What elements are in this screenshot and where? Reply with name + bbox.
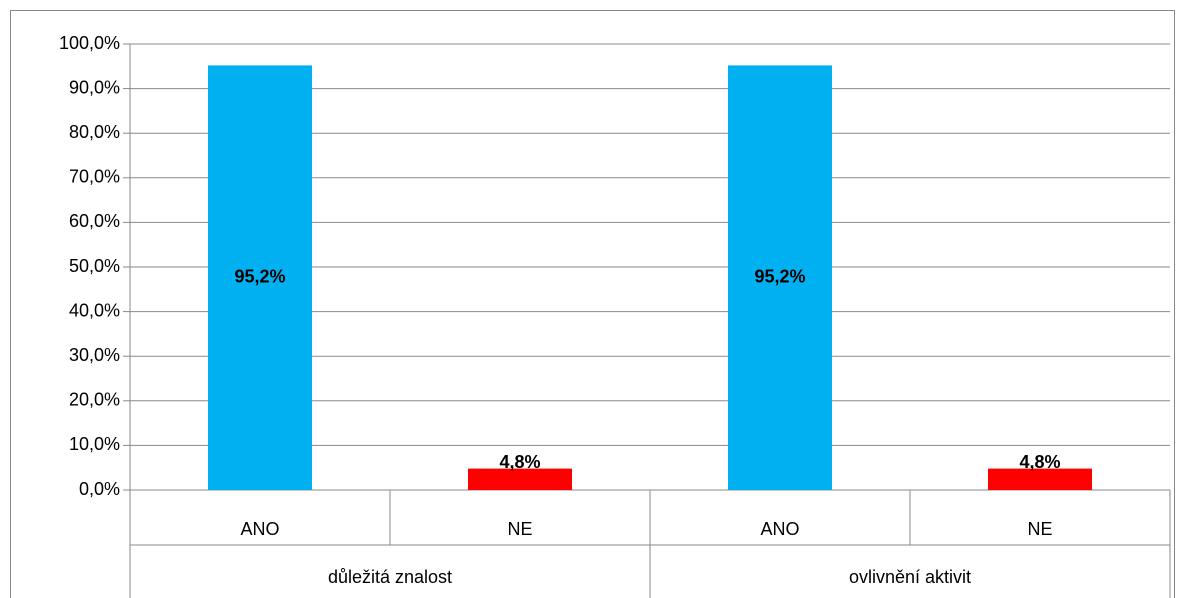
y-tick-label: 80,0% bbox=[69, 122, 120, 142]
y-tick-label: 50,0% bbox=[69, 256, 120, 276]
x-tick-label: ANO bbox=[760, 519, 799, 539]
y-tick-label: 30,0% bbox=[69, 345, 120, 365]
x-tick-label: NE bbox=[507, 519, 532, 539]
x-tick-label: ANO bbox=[240, 519, 279, 539]
group-label: ovlivnění aktivit bbox=[849, 567, 971, 587]
y-tick-label: 100,0% bbox=[59, 33, 120, 53]
y-tick-label: 60,0% bbox=[69, 211, 120, 231]
y-tick-label: 0,0% bbox=[79, 479, 120, 499]
bar bbox=[988, 468, 1092, 490]
x-tick-label: NE bbox=[1027, 519, 1052, 539]
bar bbox=[208, 65, 312, 491]
chart-border bbox=[10, 10, 1175, 598]
data-label: 4,8% bbox=[499, 452, 540, 472]
data-label: 4,8% bbox=[1019, 452, 1060, 472]
bar bbox=[728, 65, 832, 491]
y-tick-label: 90,0% bbox=[69, 77, 120, 97]
bar bbox=[468, 468, 572, 490]
group-label: důležitá znalost bbox=[328, 567, 452, 587]
y-tick-label: 20,0% bbox=[69, 390, 120, 410]
y-tick-label: 70,0% bbox=[69, 167, 120, 187]
y-tick-label: 10,0% bbox=[69, 434, 120, 454]
data-label: 95,2% bbox=[754, 266, 805, 286]
data-label: 95,2% bbox=[234, 266, 285, 286]
y-tick-label: 40,0% bbox=[69, 300, 120, 320]
